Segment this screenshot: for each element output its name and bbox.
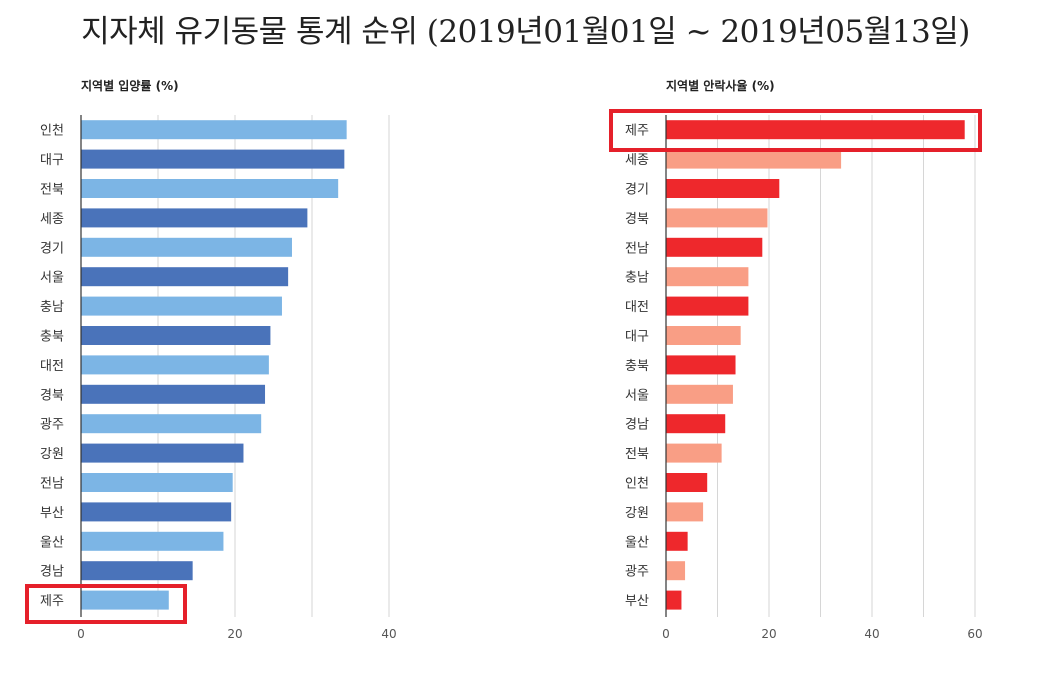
euthanasia-bar-8 — [666, 355, 736, 375]
adoption-bar-10 — [81, 414, 262, 434]
euthanasia-bar-15 — [666, 561, 686, 581]
euthanasia-tick-label: 40 — [864, 627, 879, 641]
euthanasia-bar-3 — [666, 208, 768, 228]
euthanasia-bar-13 — [666, 502, 704, 522]
adoption-bar-15 — [81, 561, 193, 581]
euthanasia-category-label: 광주 — [625, 565, 649, 580]
euthanasia-bar-1 — [666, 149, 842, 169]
adoption-rate-chart: 지역별 입양률 (%) 인천대구전북세종경기서울충남충북대전경북광주강원전남부산울… — [25, 78, 397, 641]
euthanasia-category-label: 경북 — [625, 212, 649, 227]
euthanasia-category-label: 세종 — [625, 153, 649, 168]
adoption-bar-6 — [81, 296, 282, 316]
adoption-category-label: 충북 — [40, 330, 64, 345]
euthanasia-category-label: 전남 — [625, 241, 649, 256]
euthanasia-category-label: 제주 — [625, 124, 649, 139]
adoption-category-label: 부산 — [40, 506, 64, 521]
euthanasia-category-label: 인천 — [625, 477, 649, 492]
adoption-category-label: 인천 — [40, 124, 64, 139]
adoption-category-label: 충남 — [40, 300, 64, 315]
euthanasia-bar-12 — [666, 473, 708, 492]
euthanasia-chart-title: 지역별 안락사율 (%) — [666, 78, 775, 93]
euthanasia-category-label: 대전 — [625, 300, 649, 315]
adoption-bar-0 — [81, 120, 347, 140]
euthanasia-category-label: 경남 — [625, 418, 649, 433]
adoption-bar-12 — [81, 473, 233, 492]
adoption-category-label: 광주 — [40, 418, 64, 433]
euthanasia-tick-label: 0 — [662, 627, 670, 641]
euthanasia-bar-9 — [666, 384, 733, 404]
adoption-category-label: 경남 — [40, 565, 64, 580]
adoption-chart-title: 지역별 입양률 (%) — [81, 78, 179, 93]
adoption-bar-1 — [81, 149, 345, 169]
adoption-tick-label: 40 — [381, 627, 396, 641]
adoption-category-label: 강원 — [40, 447, 64, 462]
adoption-bar-2 — [81, 179, 339, 198]
adoption-bar-16 — [81, 590, 169, 610]
adoption-bar-7 — [81, 326, 271, 345]
adoption-category-label: 대구 — [40, 153, 64, 168]
adoption-category-label: 경기 — [40, 241, 64, 256]
euthanasia-bar-11 — [666, 443, 722, 463]
adoption-category-label: 전북 — [40, 183, 64, 198]
euthanasia-category-label: 부산 — [625, 594, 649, 609]
euthanasia-category-label: 경기 — [625, 183, 649, 198]
euthanasia-tick-label: 20 — [761, 627, 776, 641]
euthanasia-bar-2 — [666, 179, 780, 198]
adoption-bar-13 — [81, 502, 232, 522]
euthanasia-bar-0 — [666, 120, 965, 140]
euthanasia-category-label: 강원 — [625, 506, 649, 521]
euthanasia-bar-4 — [666, 237, 763, 257]
euthanasia-bar-6 — [666, 296, 749, 316]
adoption-category-label: 제주 — [40, 594, 64, 609]
euthanasia-bar-5 — [666, 267, 749, 287]
euthanasia-tick-label: 60 — [967, 627, 982, 641]
adoption-bar-9 — [81, 384, 266, 404]
euthanasia-category-label: 울산 — [625, 535, 649, 550]
euthanasia-category-label: 전북 — [625, 447, 649, 462]
adoption-tick-label: 0 — [77, 627, 85, 641]
euthanasia-category-label: 충남 — [625, 271, 649, 286]
adoption-bar-14 — [81, 531, 224, 551]
adoption-category-label: 서울 — [40, 271, 64, 286]
adoption-tick-label: 20 — [227, 627, 242, 641]
adoption-category-label: 울산 — [40, 535, 64, 550]
adoption-category-label: 세종 — [40, 212, 64, 227]
euthanasia-category-label: 서울 — [625, 388, 649, 403]
adoption-highlight-box — [25, 584, 187, 624]
adoption-bar-11 — [81, 443, 244, 463]
euthanasia-bar-14 — [666, 531, 688, 551]
euthanasia-bar-10 — [666, 414, 726, 434]
adoption-bar-8 — [81, 355, 269, 375]
euthanasia-rate-chart: 지역별 안락사율 (%) 제주세종경기경북전남충남대전대구충북서울경남전북인천강원… — [609, 78, 983, 641]
page-title: 지자체 유기동물 통계 순위 (2019년01월01일 ~ 2019년05월13… — [81, 14, 970, 50]
euthanasia-highlight-box — [609, 109, 982, 152]
adoption-category-label: 대전 — [40, 359, 64, 374]
adoption-bar-5 — [81, 267, 289, 287]
adoption-category-label: 전남 — [40, 477, 64, 492]
euthanasia-category-label: 대구 — [625, 330, 649, 345]
adoption-category-label: 경북 — [40, 388, 64, 403]
adoption-bar-3 — [81, 208, 308, 228]
euthanasia-category-label: 충북 — [625, 359, 649, 374]
adoption-bar-4 — [81, 237, 292, 257]
euthanasia-bar-16 — [666, 590, 682, 610]
euthanasia-bar-7 — [666, 326, 741, 345]
